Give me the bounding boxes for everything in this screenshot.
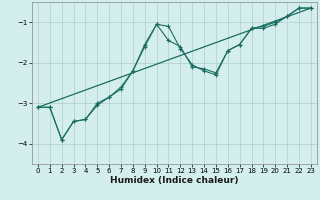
X-axis label: Humidex (Indice chaleur): Humidex (Indice chaleur) <box>110 176 239 185</box>
